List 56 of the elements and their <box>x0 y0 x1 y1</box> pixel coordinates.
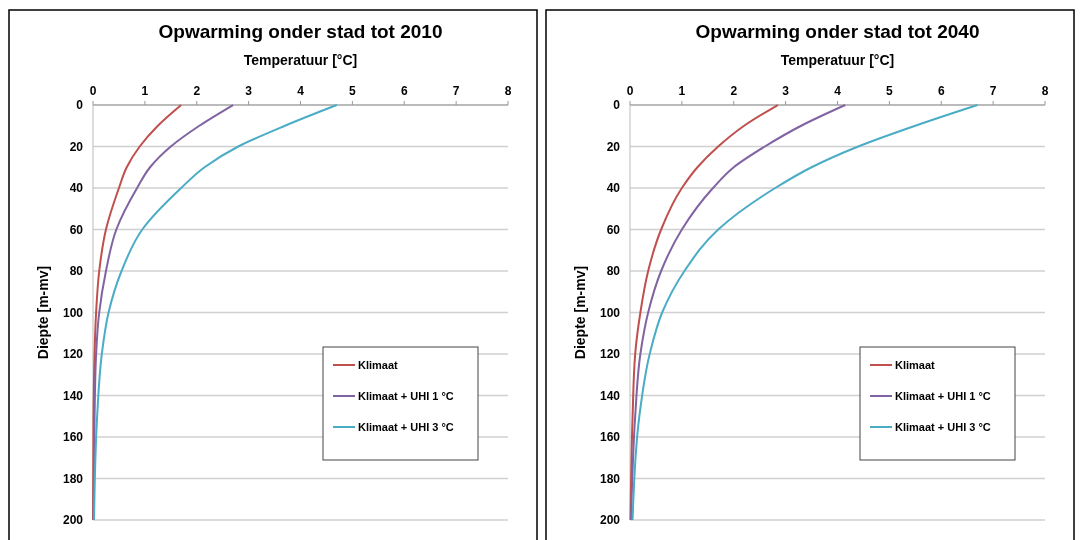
x-tick-label: 1 <box>141 84 149 98</box>
x-tick-label: 7 <box>989 84 997 98</box>
y-tick-label: 40 <box>606 181 621 195</box>
y-tick-label: 100 <box>62 305 84 320</box>
x-tick-label: 5 <box>886 84 894 98</box>
y-tick-label: 180 <box>62 471 84 486</box>
x-tick-label: 0 <box>626 84 634 98</box>
legend-label: Klimaat + UHI 3 °C <box>895 421 991 433</box>
x-tick-label: 1 <box>678 84 686 98</box>
y-tick-label: 140 <box>62 388 84 403</box>
legend-label: Klimaat + UHI 3 °C <box>358 421 454 433</box>
legend-label: Klimaat + UHI 1 °C <box>895 390 991 402</box>
y-axis-title: Diepte [m-mv] <box>572 265 588 360</box>
y-tick-label: 80 <box>69 264 84 278</box>
legend-label: Klimaat <box>895 359 936 371</box>
y-tick-label: 80 <box>606 264 621 278</box>
line-series <box>631 104 979 521</box>
y-tick-label: 120 <box>62 347 84 361</box>
x-tick-label: 3 <box>245 84 253 98</box>
y-tick-label: 200 <box>62 513 84 527</box>
legend-label: Klimaat <box>358 359 399 371</box>
y-tick-label: 160 <box>62 430 84 444</box>
y-tick-label: 60 <box>606 222 621 237</box>
y-tick-label: 200 <box>599 513 621 527</box>
y-tick-label: 0 <box>613 98 621 112</box>
x-axis-title: Temperatuur [°C] <box>243 52 358 68</box>
y-tick-label: 140 <box>599 388 621 403</box>
x-axis-title: Temperatuur [°C] <box>780 52 895 68</box>
x-tick-label: 7 <box>452 84 460 98</box>
line-series <box>630 104 847 521</box>
x-tick-label: 0 <box>89 84 97 98</box>
chart-title: Opwarming onder stad tot 2040 <box>695 21 980 42</box>
y-tick-label: 180 <box>599 471 621 486</box>
x-tick-label: 3 <box>782 84 790 98</box>
y-tick-label: 20 <box>606 139 621 154</box>
y-axis-title: Diepte [m-mv] <box>35 265 51 360</box>
y-tick-label: 160 <box>599 430 621 444</box>
x-tick-label: 4 <box>297 84 305 98</box>
x-tick-label: 8 <box>504 84 512 98</box>
y-tick-label: 0 <box>76 98 84 112</box>
x-tick-label: 8 <box>1041 84 1049 98</box>
x-tick-label: 6 <box>400 84 408 98</box>
chart-title: Opwarming onder stad tot 2010 <box>158 21 443 42</box>
y-tick-label: 60 <box>69 222 84 237</box>
x-tick-label: 2 <box>730 84 738 98</box>
x-tick-label: 2 <box>193 84 201 98</box>
y-tick-label: 40 <box>69 181 84 195</box>
y-tick-label: 100 <box>599 305 621 320</box>
line-series <box>92 104 183 521</box>
x-tick-label: 4 <box>834 84 842 98</box>
x-tick-label: 6 <box>937 84 945 98</box>
legend-label: Klimaat + UHI 1 °C <box>358 390 454 402</box>
x-tick-label: 5 <box>349 84 357 98</box>
y-tick-label: 120 <box>599 347 621 361</box>
line-series <box>93 104 338 521</box>
y-tick-label: 20 <box>69 139 84 154</box>
